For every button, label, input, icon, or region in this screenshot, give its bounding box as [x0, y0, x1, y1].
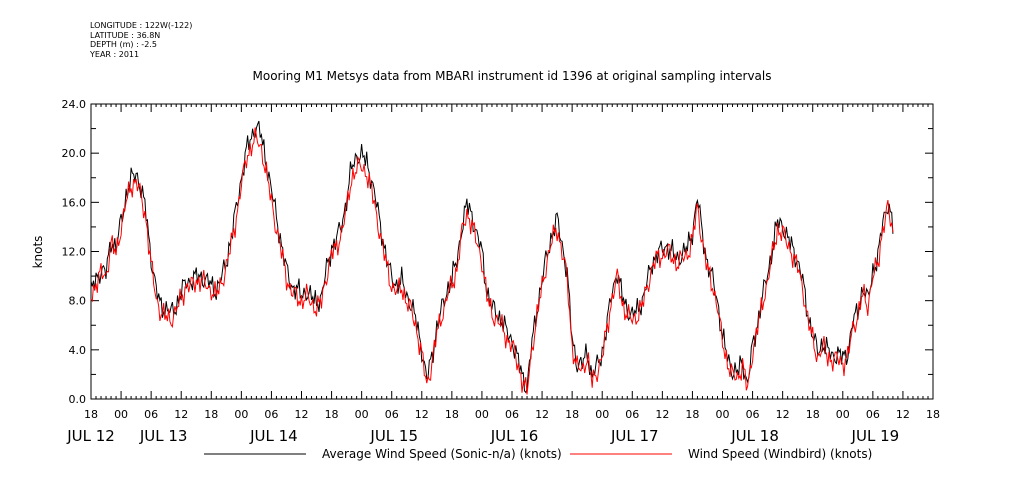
- x-date-label: JUL 16: [490, 427, 539, 445]
- x-hour-label: 18: [325, 408, 339, 421]
- x-hour-label: 06: [505, 408, 519, 421]
- y-tick-label: 16.0: [62, 196, 87, 209]
- x-hour-label: 18: [84, 408, 98, 421]
- x-hour-label: 18: [806, 408, 820, 421]
- x-hour-label: 06: [144, 408, 158, 421]
- chart-title: Mooring M1 Metsys data from MBARI instru…: [253, 69, 772, 83]
- x-hour-label: 06: [866, 408, 880, 421]
- year-label: YEAR : 2011: [90, 49, 140, 59]
- series-lines: [90, 120, 894, 395]
- y-tick-label: 4.0: [69, 344, 87, 357]
- y-tick-label: 8.0: [69, 295, 87, 308]
- y-axis: 0.0 4.0 8.0 12.0 16.0 20.0 24.0: [62, 98, 933, 406]
- plot-frame: [90, 103, 934, 400]
- x-hour-label: 00: [355, 408, 369, 421]
- x-hour-label: 18: [926, 408, 940, 421]
- x-hour-label: 00: [234, 408, 248, 421]
- series-line-sonic: [90, 120, 894, 394]
- y-tick-label: 20.0: [62, 147, 87, 160]
- x-hour-label: 00: [716, 408, 730, 421]
- y-tick-label: 24.0: [62, 98, 87, 111]
- x-axis: 18 00 06 12 18 00 06 12 18 00 06 12 18 00 06 12 18 00 06 12…: [66, 104, 940, 445]
- x-hour-label: 06: [625, 408, 639, 421]
- x-hour-label: 00: [836, 408, 850, 421]
- y-axis-label: knots: [31, 236, 45, 269]
- longitude-label: LONGITUDE : 122W(-122): [90, 21, 193, 30]
- series-line-windbird: [90, 127, 894, 395]
- y-tick-label: 0.0: [69, 393, 87, 406]
- x-hour-label: 06: [746, 408, 760, 421]
- legend-label-windbird: Wind Speed (Windbird) (knots): [688, 447, 872, 461]
- metadata-block: LONGITUDE : 122W(-122) LATITUDE : 36.8N …: [90, 21, 192, 59]
- x-hour-label: 12: [295, 408, 309, 421]
- x-hour-label: 12: [415, 408, 429, 421]
- x-hour-label: 00: [595, 408, 609, 421]
- latitude-label: LATITUDE : 36.8N: [90, 30, 161, 40]
- x-date-label: JUL 18: [730, 427, 779, 445]
- x-hour-label: 12: [535, 408, 549, 421]
- legend: Average Wind Speed (Sonic-n/a) (knots) W…: [204, 447, 872, 461]
- x-hour-label: 18: [685, 408, 699, 421]
- legend-label-sonic: Average Wind Speed (Sonic-n/a) (knots): [322, 447, 562, 461]
- x-hour-label: 00: [114, 408, 128, 421]
- x-hour-label: 18: [204, 408, 218, 421]
- x-date-label: JUL 17: [610, 427, 659, 445]
- x-hour-label: 18: [445, 408, 459, 421]
- x-hour-label: 12: [655, 408, 669, 421]
- y-tick-label: 12.0: [62, 246, 87, 259]
- x-date-label: JUL 14: [249, 427, 298, 445]
- x-hour-label: 12: [896, 408, 910, 421]
- depth-label: DEPTH (m) : -2.5: [90, 40, 157, 49]
- x-hour-label: 18: [565, 408, 579, 421]
- x-hour-label: 12: [174, 408, 188, 421]
- x-date-label: JUL 13: [139, 427, 188, 445]
- x-hour-label: 06: [264, 408, 278, 421]
- x-date-label: JUL 12: [66, 427, 115, 445]
- x-hour-label: 06: [385, 408, 399, 421]
- x-date-label: JUL 15: [369, 427, 418, 445]
- x-date-label: JUL 19: [851, 427, 900, 445]
- x-hour-label: 12: [776, 408, 790, 421]
- x-hour-label: 00: [475, 408, 489, 421]
